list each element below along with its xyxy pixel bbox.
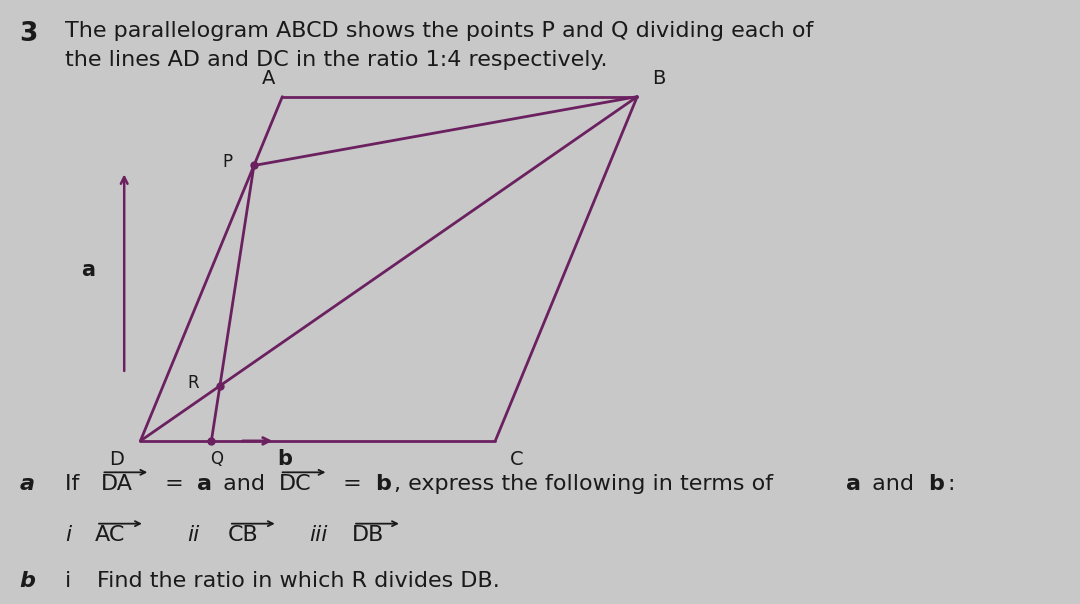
Text: b: b: [19, 571, 36, 591]
Text: DB: DB: [352, 525, 384, 545]
Text: DA: DA: [100, 474, 133, 494]
Text: 3: 3: [19, 21, 38, 47]
Text: The parallelogram ABCD shows the points P and Q dividing each of
the lines AD an: The parallelogram ABCD shows the points …: [65, 21, 813, 70]
Text: a: a: [19, 474, 35, 494]
Text: P: P: [221, 153, 232, 172]
Text: b: b: [928, 474, 944, 494]
Text: b: b: [375, 474, 391, 494]
Text: CB: CB: [228, 525, 258, 545]
Text: B: B: [652, 69, 665, 88]
Text: and: and: [216, 474, 272, 494]
Text: ii: ii: [187, 525, 199, 545]
Text: A: A: [261, 69, 275, 88]
Text: Q: Q: [211, 450, 224, 468]
Text: AC: AC: [95, 525, 125, 545]
Text: a: a: [197, 474, 212, 494]
Text: R: R: [187, 374, 199, 392]
Text: , express the following in terms of: , express the following in terms of: [394, 474, 781, 494]
Text: and: and: [865, 474, 921, 494]
Text: iii: iii: [309, 525, 327, 545]
Text: i: i: [65, 525, 71, 545]
Text: a: a: [846, 474, 861, 494]
Text: =: =: [336, 474, 368, 494]
Text: DC: DC: [279, 474, 311, 494]
Text: D: D: [109, 449, 124, 469]
Text: i: i: [65, 571, 71, 591]
Text: =: =: [158, 474, 190, 494]
Text: Find the ratio in which R divides DB.: Find the ratio in which R divides DB.: [97, 571, 500, 591]
Text: :: :: [947, 474, 955, 494]
Text: b: b: [278, 449, 293, 469]
Text: If: If: [65, 474, 86, 494]
Text: a: a: [82, 260, 95, 280]
Text: C: C: [510, 449, 524, 469]
